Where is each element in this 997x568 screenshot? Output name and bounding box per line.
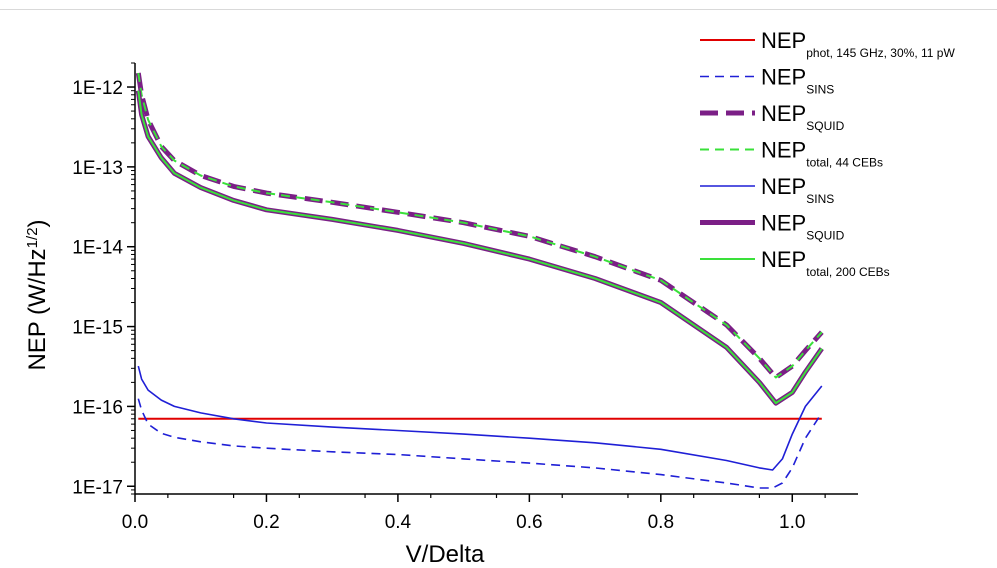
y-axis-label-tail: ) (24, 219, 51, 227)
legend-label-5: NEPSQUID (761, 211, 845, 243)
x-axis-label: V/Delta (406, 541, 485, 568)
y-tick-label: 1E-16 (72, 397, 123, 418)
legend-label-1: NEPSINS (761, 65, 834, 97)
x-tick-label: 0.6 (516, 512, 542, 533)
series-line-3 (137, 72, 823, 379)
series-line-4 (137, 365, 823, 471)
y-axis-label-sup: 1/2 (24, 227, 41, 248)
y-tick-label: 1E-13 (72, 158, 123, 179)
top-divider (0, 9, 997, 10)
y-axis-label-base: NEP (W/Hz (24, 248, 51, 370)
legend-label-4: NEPSINS (761, 174, 834, 206)
y-tick-label: 1E-17 (72, 477, 123, 498)
x-tick-label: 1.0 (779, 512, 805, 533)
plot-area (135, 72, 824, 489)
y-tick-label: 1E-14 (72, 238, 123, 259)
x-tick-label: 0.0 (122, 512, 148, 533)
legend-label-0: NEPphot, 145 GHz, 30%, 11 pW (761, 28, 955, 60)
series-line-1 (137, 398, 823, 489)
y-axis-label: NEP (W/Hz1/2) (24, 219, 52, 370)
legend-label-6: NEPtotal, 200 CEBs (761, 247, 890, 279)
x-tick-label: 0.8 (648, 512, 674, 533)
legend-label-2: NEPSQUID (761, 101, 845, 133)
chart-legend: NEPphot, 145 GHz, 30%, 11 pW NEPSINS NEPSQ… (700, 28, 955, 279)
series-line-6 (137, 90, 823, 405)
chart-axes: 0.0 0.2 0.4 0.6 0.8 1.0 1E-17 1E-16 1E-15 1E-14 1E… (72, 62, 858, 533)
x-tick-label: 0.4 (385, 512, 412, 533)
x-tick-label: 0.2 (253, 512, 279, 533)
y-tick-label: 1E-12 (72, 78, 123, 99)
y-tick-label: 1E-15 (72, 318, 123, 339)
legend-label-3: NEPtotal, 44 CEBs (761, 138, 883, 170)
